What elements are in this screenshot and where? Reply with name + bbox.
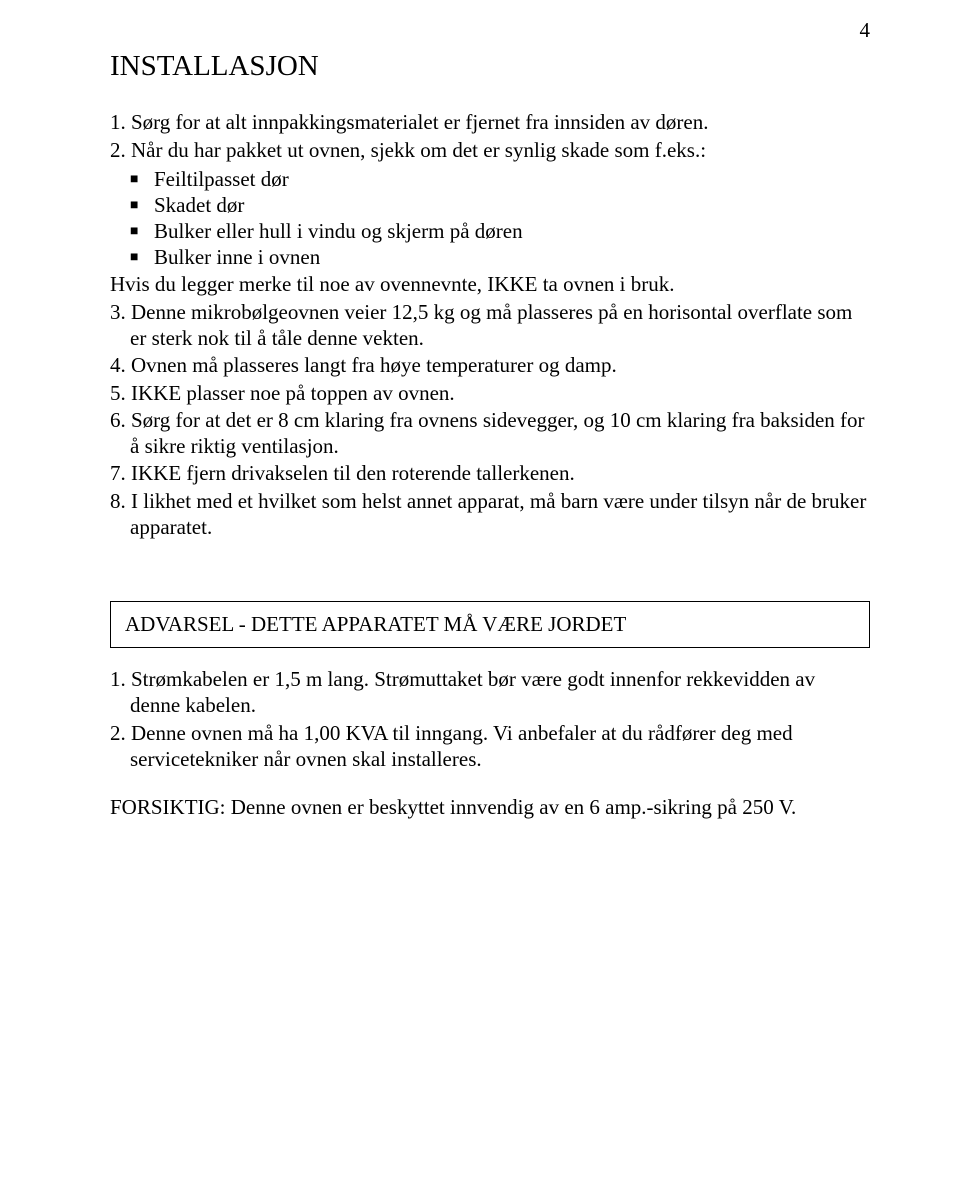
list-item-1: 1. Sørg for at alt innpakkingsmaterialet…: [110, 109, 870, 135]
document-page: 4 INSTALLASJON 1. Sørg for at alt innpak…: [0, 0, 960, 1187]
lower-item-1: 1. Strømkabelen er 1,5 m lang. Strømutta…: [110, 666, 870, 719]
bullet-item: Bulker inne i ovnen: [154, 244, 870, 270]
bullet-item: Bulker eller hull i vindu og skjerm på d…: [154, 218, 870, 244]
list-item-6: 6. Sørg for at det er 8 cm klaring fra o…: [110, 407, 870, 460]
list-item-2: 2. Når du har pakket ut ovnen, sjekk om …: [110, 137, 870, 163]
bullet-list: Feiltilpasset dør Skadet dør Bulker elle…: [110, 166, 870, 271]
page-number: 4: [860, 18, 871, 43]
list-item-3: 3. Denne mikrobølgeovnen veier 12,5 kg o…: [110, 299, 870, 352]
warning-box: ADVARSEL - DETTE APPARATET MÅ VÆRE JORDE…: [110, 601, 870, 648]
list-item-4: 4. Ovnen må plasseres langt fra høye tem…: [110, 352, 870, 378]
lower-item-2: 2. Denne ovnen må ha 1,00 KVA til inngan…: [110, 720, 870, 773]
spacer: [110, 541, 870, 601]
warning-title: ADVARSEL - DETTE APPARATET MÅ VÆRE JORDE…: [125, 612, 626, 636]
list-item-7: 7. IKKE fjern drivakselen til den rotere…: [110, 460, 870, 486]
lower-list: 1. Strømkabelen er 1,5 m lang. Strømutta…: [110, 666, 870, 772]
note-text: Hvis du legger merke til noe av ovennevn…: [110, 271, 870, 297]
caution-text: FORSIKTIG: Denne ovnen er beskyttet innv…: [110, 794, 870, 820]
list-item-8: 8. I likhet med et hvilket som helst ann…: [110, 488, 870, 541]
bullet-item: Feiltilpasset dør: [154, 166, 870, 192]
section-title: INSTALLASJON: [110, 50, 870, 83]
list-item-5: 5. IKKE plasser noe på toppen av ovnen.: [110, 380, 870, 406]
bullet-item: Skadet dør: [154, 192, 870, 218]
